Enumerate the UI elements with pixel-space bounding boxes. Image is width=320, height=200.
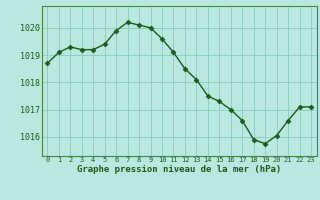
- X-axis label: Graphe pression niveau de la mer (hPa): Graphe pression niveau de la mer (hPa): [77, 165, 281, 174]
